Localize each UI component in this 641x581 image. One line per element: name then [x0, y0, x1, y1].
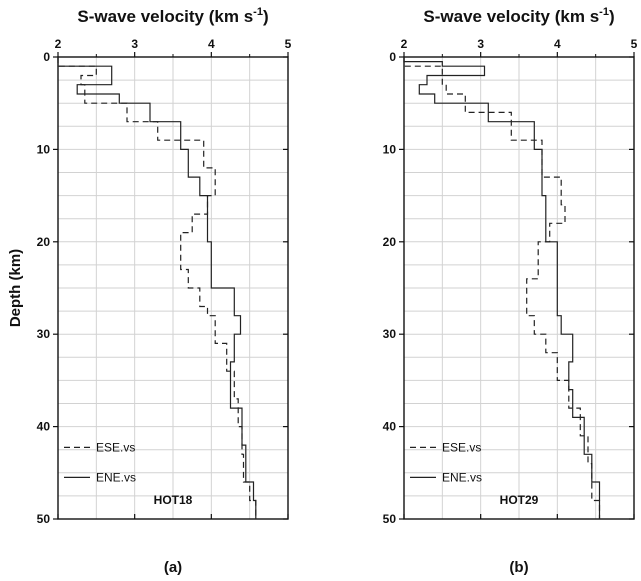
chart-title-close: ) [609, 7, 615, 26]
y-tick-label: 30 [37, 327, 51, 341]
x-tick-label: 2 [401, 37, 408, 51]
y-tick-label: 50 [37, 512, 51, 526]
series-line-ese-vs [403, 57, 601, 519]
chart-title-close: ) [263, 7, 269, 26]
station-label: HOT18 [154, 493, 193, 507]
legend-label: ENE.vs [96, 470, 136, 484]
y-tick-label: 10 [37, 142, 51, 156]
chart-title-superscript: -1 [253, 6, 263, 18]
legend-label: ESE.vs [96, 440, 135, 454]
legend-label: ESE.vs [442, 440, 481, 454]
panel-label: (b) [509, 559, 528, 576]
x-tick-label: 3 [477, 37, 484, 51]
chart-title-text: S-wave velocity (km s [77, 7, 253, 26]
y-tick-label: 10 [383, 142, 397, 156]
y-tick-label: 0 [389, 50, 396, 64]
y-tick-label: 40 [37, 420, 51, 434]
series-line-ene-vs [57, 57, 257, 519]
y-tick-label: 20 [37, 235, 51, 249]
y-tick-label: 20 [383, 235, 397, 249]
x-tick-label: 2 [55, 37, 62, 51]
panel-label: (a) [164, 559, 182, 576]
series-line-ene-vs [403, 57, 601, 519]
y-tick-label: 0 [43, 50, 50, 64]
x-tick-label: 3 [131, 37, 138, 51]
y-tick-label: 30 [383, 327, 397, 341]
x-tick-label: 5 [285, 37, 292, 51]
chart-title: S-wave velocity (km s-1) [423, 6, 614, 26]
chart-title-superscript: -1 [599, 6, 609, 18]
y-axis-label: Depth (km) [7, 249, 24, 327]
y-tick-label: 50 [383, 512, 397, 526]
x-tick-label: 4 [554, 37, 561, 51]
chart-title-text: S-wave velocity (km s [423, 7, 599, 26]
y-tick-label: 40 [383, 420, 397, 434]
x-tick-label: 4 [208, 37, 215, 51]
chart-title: S-wave velocity (km s-1) [77, 6, 268, 26]
legend-label: ENE.vs [442, 470, 482, 484]
station-label: HOT29 [500, 493, 539, 507]
series-line-ese-vs [57, 57, 257, 519]
x-tick-label: 5 [631, 37, 638, 51]
